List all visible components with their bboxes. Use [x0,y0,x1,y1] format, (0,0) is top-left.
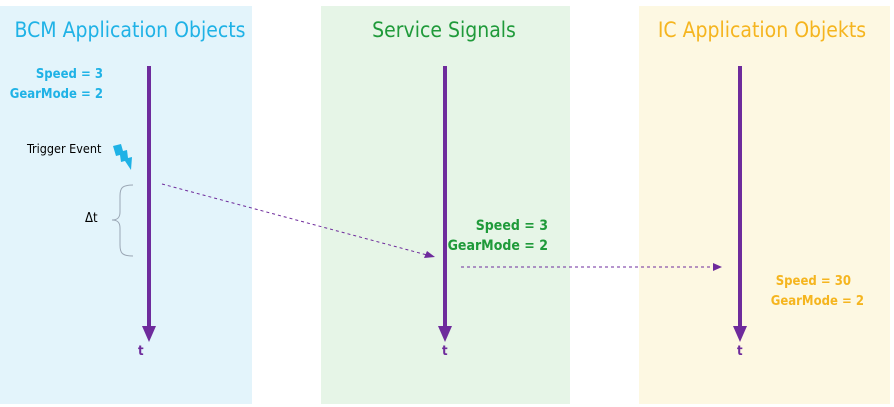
delta-t-brace [111,184,134,257]
ic-speed-value: Speed = 30 [775,274,851,289]
service-lane-title: Service Signals [372,18,516,42]
ic-lane [639,6,890,404]
ic-lane-title: IC Application Objekts [657,18,867,42]
service-speed-value: Speed = 3 [475,218,548,234]
bcm-timeline-arrow [142,66,156,342]
service-time-label: t [442,344,448,359]
lightning-icon [113,144,132,170]
bcm-time-label: t [138,344,144,359]
bcm-to-service-arrow [161,183,435,258]
ic-time-label: t [737,344,743,359]
ic-gearmode-value: GearMode = 2 [770,294,864,309]
bcm-lane [0,6,252,404]
bcm-lane-title: BCM Application Objects [14,18,246,42]
bcm-speed-value: Speed = 3 [35,67,103,82]
trigger-event-label: Trigger Event [27,141,102,156]
service-gearmode-value: GearMode = 2 [447,238,548,254]
service-to-ic-arrow [461,263,722,271]
delta-t-label: Δt [85,211,98,226]
service-timeline-arrow [438,66,452,342]
ic-timeline-arrow [733,66,747,342]
bcm-gearmode-value: GearMode = 2 [9,87,103,102]
